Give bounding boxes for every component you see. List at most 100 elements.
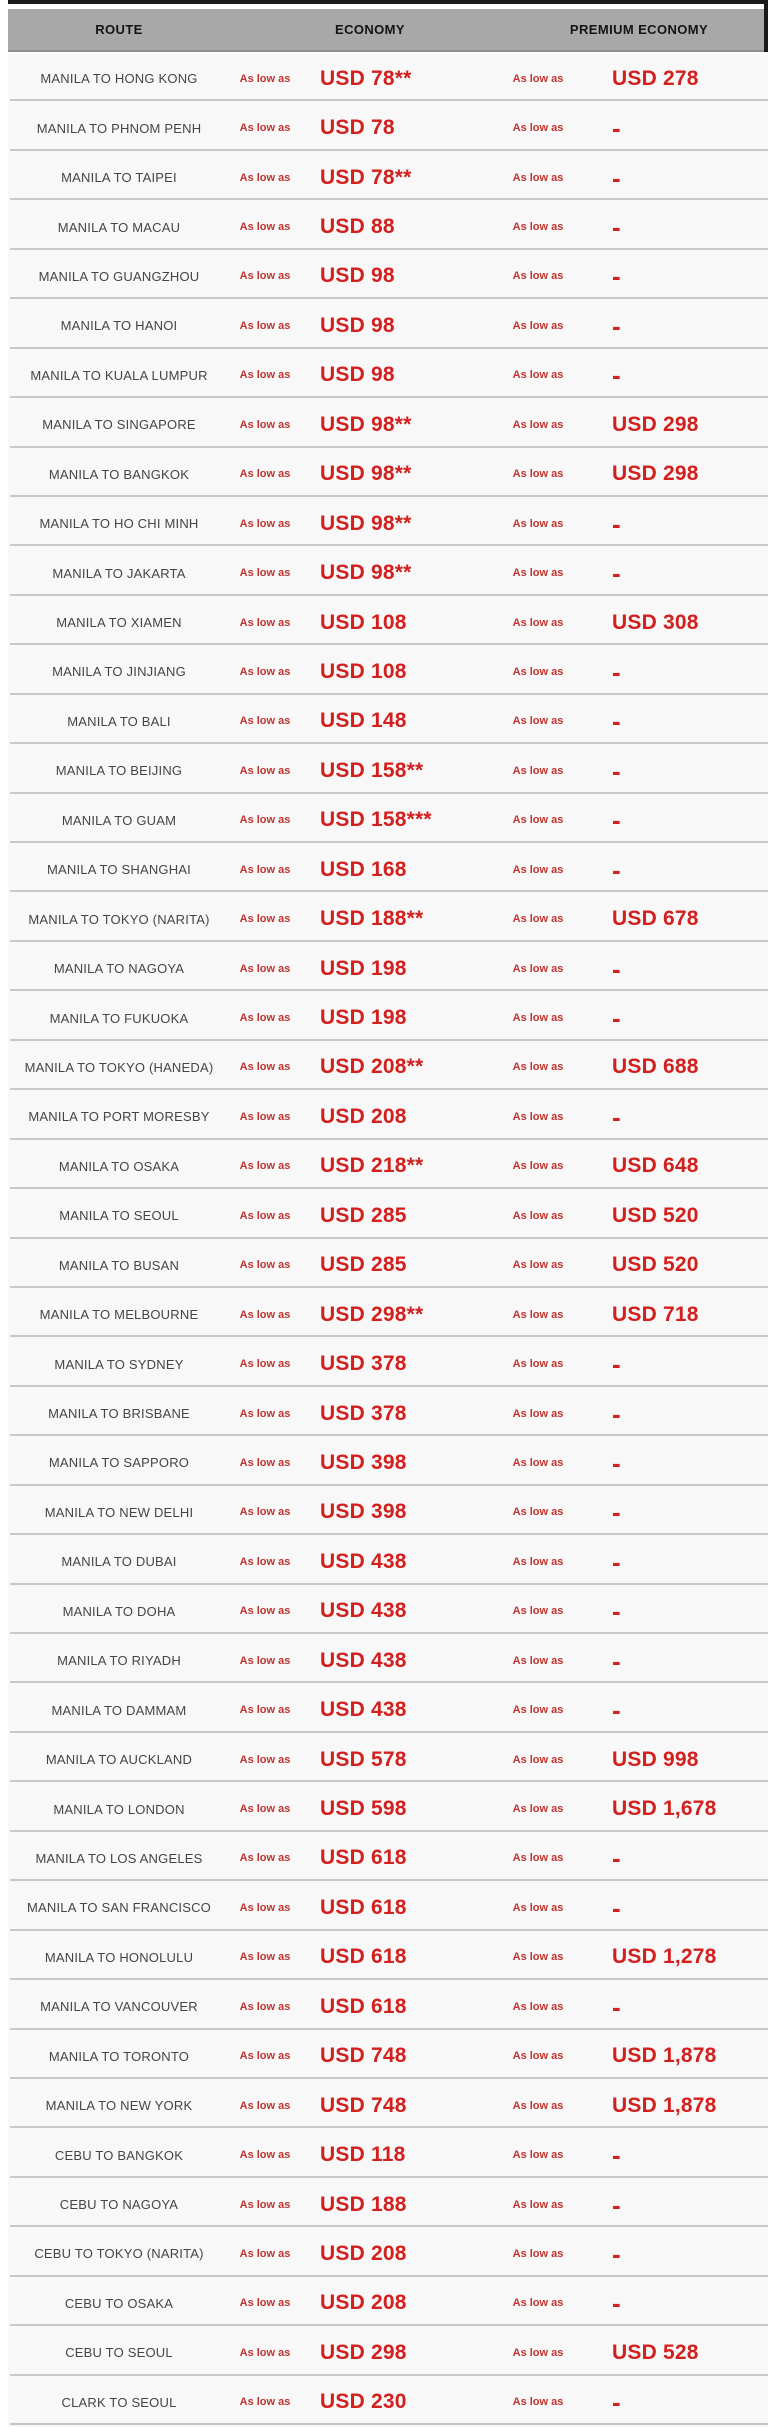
economy-price: USD 198	[320, 1006, 407, 1030]
table-row: MANILA TO OSAKA As low as USD 218** As l…	[8, 1141, 768, 1192]
premium-economy-price: -	[612, 310, 621, 341]
table-row: MANILA TO DUBAI As low as USD 438 As low…	[8, 1537, 768, 1587]
economy-as-low-as-label: As low as	[239, 1456, 291, 1469]
table-row: MANILA TO NEW DELHI As low as USD 398 As…	[8, 1487, 768, 1538]
premium-economy-price: -	[612, 1892, 621, 1923]
economy-price: USD 168	[320, 857, 407, 881]
route-cell: MANILA TO TAIPEI	[61, 170, 177, 186]
table-row: MANILA TO SEOUL As low as USD 285 As low…	[8, 1191, 768, 1241]
table-row: MANILA TO HONOLULU As low as USD 618 As …	[8, 1932, 768, 1983]
economy-as-low-as-label: As low as	[239, 1852, 291, 1865]
table-row: MANILA TO GUANGZHOU As low as USD 98 As …	[8, 251, 768, 302]
premium-economy-price: -	[612, 1991, 621, 2022]
economy-as-low-as-label: As low as	[239, 468, 291, 481]
economy-price: USD 618	[320, 1895, 407, 1919]
premium-economy-price: USD 648	[612, 1154, 699, 1178]
premium-economy-as-low-as-label: As low as	[512, 1506, 564, 1519]
table-row: MANILA TO PORT MORESBY As low as USD 208…	[8, 1092, 768, 1142]
economy-price: USD 438	[320, 1549, 407, 1573]
premium-economy-as-low-as-label: As low as	[512, 1160, 564, 1173]
table-row: MANILA TO TOKYO (NARITA) As low as USD 1…	[8, 894, 768, 944]
premium-economy-as-low-as-label: As low as	[512, 2050, 564, 2063]
premium-economy-as-low-as-label: As low as	[512, 2000, 564, 2013]
economy-as-low-as-label: As low as	[239, 665, 291, 678]
route-cell: MANILA TO DUBAI	[61, 1554, 177, 1570]
premium-economy-price: -	[612, 1003, 621, 1034]
table-row: MANILA TO BANGKOK As low as USD 98** As …	[8, 449, 768, 499]
economy-as-low-as-label: As low as	[239, 270, 291, 283]
route-cell: MANILA TO SINGAPORE	[42, 417, 196, 433]
economy-as-low-as-label: As low as	[239, 1555, 291, 1568]
premium-economy-price: -	[612, 2238, 621, 2269]
premium-economy-price: -	[612, 656, 621, 687]
premium-economy-as-low-as-label: As low as	[512, 1704, 564, 1717]
table-row: MANILA TO RIYADH As low as USD 438 As lo…	[8, 1636, 768, 1686]
table-row: CEBU TO OSAKA As low as USD 208 As low a…	[8, 2278, 768, 2329]
table-row: CEBU TO SEOUL As low as USD 298 As low a…	[8, 2328, 768, 2378]
route-cell: MANILA TO BALI	[67, 713, 171, 729]
premium-economy-price: USD 520	[612, 1203, 699, 1227]
economy-as-low-as-label: As low as	[239, 1061, 291, 1074]
economy-as-low-as-label: As low as	[239, 1110, 291, 1123]
route-cell: MANILA TO SHANGHAI	[47, 862, 191, 878]
premium-economy-as-low-as-label: As low as	[512, 962, 564, 975]
premium-economy-as-low-as-label: As low as	[512, 2149, 564, 2162]
table-row: MANILA TO TORONTO As low as USD 748 As l…	[8, 2031, 768, 2081]
economy-as-low-as-label: As low as	[239, 2297, 291, 2310]
premium-economy-as-low-as-label: As low as	[512, 2198, 564, 2211]
economy-as-low-as-label: As low as	[239, 1259, 291, 1272]
route-cell: MANILA TO XIAMEN	[56, 615, 182, 631]
economy-price: USD 158**	[320, 758, 424, 782]
economy-as-low-as-label: As low as	[239, 2099, 291, 2112]
premium-economy-price: -	[612, 508, 621, 539]
economy-as-low-as-label: As low as	[239, 1506, 291, 1519]
premium-economy-price: -	[612, 805, 621, 836]
premium-economy-as-low-as-label: As low as	[512, 1259, 564, 1272]
premium-economy-as-low-as-label: As low as	[512, 517, 564, 530]
table-row: MANILA TO LONDON As low as USD 598 As lo…	[8, 1784, 768, 1834]
table-right-border	[764, 0, 768, 52]
premium-economy-price: -	[612, 706, 621, 737]
route-cell: MANILA TO GUAM	[61, 812, 177, 828]
table-row: MANILA TO NEW YORK As low as USD 748 As …	[8, 2080, 768, 2131]
economy-as-low-as-label: As low as	[239, 567, 291, 580]
table-row: MANILA TO SHANGHAI As low as USD 168 As …	[8, 845, 768, 895]
premium-economy-price: USD 520	[612, 1253, 699, 1277]
route-cell: MANILA TO NEW YORK	[45, 2098, 193, 2114]
economy-as-low-as-label: As low as	[239, 1358, 291, 1371]
premium-economy-as-low-as-label: As low as	[512, 2346, 564, 2359]
economy-as-low-as-label: As low as	[239, 1803, 291, 1816]
economy-as-low-as-label: As low as	[239, 1753, 291, 1766]
economy-price: USD 98	[320, 363, 395, 387]
economy-price: USD 98**	[320, 462, 412, 486]
table-row: MANILA TO JAKARTA As low as USD 98** As …	[8, 548, 768, 598]
premium-economy-as-low-as-label: As low as	[512, 814, 564, 827]
premium-economy-price: -	[612, 1645, 621, 1676]
economy-price: USD 208	[320, 2241, 407, 2265]
table-row: MANILA TO GUAM As low as USD 158*** As l…	[8, 795, 768, 845]
economy-price: USD 78**	[320, 66, 412, 90]
economy-price: USD 378	[320, 1401, 407, 1425]
economy-price: USD 285	[320, 1203, 407, 1227]
premium-economy-as-low-as-label: As low as	[512, 2297, 564, 2310]
column-header-economy: ECONOMY	[335, 22, 405, 37]
route-cell: MANILA TO HO CHI MINH	[39, 516, 199, 532]
economy-as-low-as-label: As low as	[239, 319, 291, 332]
route-cell: MANILA TO LOS ANGELES	[35, 1850, 203, 1866]
economy-as-low-as-label: As low as	[239, 369, 291, 382]
premium-economy-as-low-as-label: As low as	[512, 1951, 564, 1964]
economy-price: USD 98	[320, 264, 395, 288]
premium-economy-as-low-as-label: As low as	[512, 913, 564, 926]
premium-economy-price: -	[612, 1497, 621, 1528]
premium-economy-as-low-as-label: As low as	[512, 1456, 564, 1469]
economy-price: USD 188	[320, 2192, 407, 2216]
premium-economy-price: -	[612, 2140, 621, 2171]
table-row: MANILA TO DOHA As low as USD 438 As low …	[8, 1586, 768, 1636]
economy-as-low-as-label: As low as	[239, 863, 291, 876]
economy-price: USD 438	[320, 1599, 407, 1623]
premium-economy-price: USD 1,878	[612, 2044, 717, 2068]
economy-price: USD 198	[320, 956, 407, 980]
route-cell: MANILA TO TOKYO (NARITA)	[28, 911, 210, 927]
premium-economy-as-low-as-label: As low as	[512, 468, 564, 481]
